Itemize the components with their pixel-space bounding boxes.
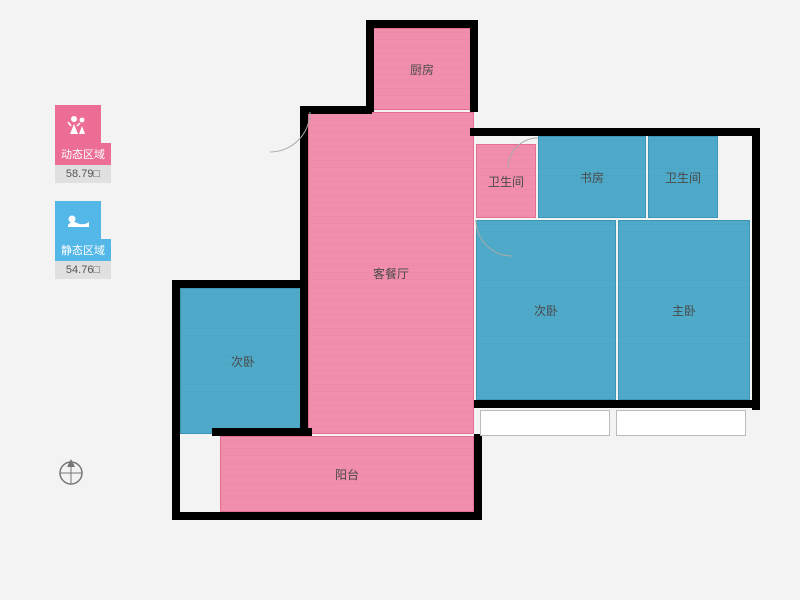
legend-static: 静态区域 54.76□: [55, 201, 111, 279]
room-label: 卫生间: [665, 169, 701, 186]
wall-segment: [172, 280, 306, 288]
room-master: 主卧: [618, 220, 750, 400]
window-strip: [616, 410, 746, 436]
room-kitchen: 厨房: [372, 28, 472, 110]
room-label: 卫生间: [488, 173, 524, 190]
legend-static-label: 静态区域: [55, 239, 111, 261]
wall-segment: [470, 20, 478, 112]
wall-segment: [474, 434, 482, 520]
room-label: 次卧: [231, 353, 255, 370]
room-label: 主卧: [672, 302, 696, 319]
legend-dynamic: 动态区域 58.79□: [55, 105, 111, 183]
room-label: 书房: [580, 169, 604, 186]
room-label: 阳台: [335, 466, 359, 483]
room-label: 次卧: [534, 302, 558, 319]
sleep-icon: [55, 201, 101, 239]
legend-panel: 动态区域 58.79□ 静态区域 54.76□: [55, 105, 111, 297]
wall-segment: [470, 128, 760, 136]
room-bath1: 卫生间: [476, 144, 536, 218]
wall-segment: [366, 20, 478, 28]
room-bedroom3: 次卧: [180, 288, 306, 434]
people-icon: [55, 105, 101, 143]
wall-segment: [300, 106, 308, 286]
wall-segment: [752, 128, 760, 410]
window-strip: [480, 410, 610, 436]
wall-segment: [300, 106, 372, 114]
wall-segment: [212, 428, 312, 436]
wall-segment: [172, 512, 482, 520]
legend-static-value: 54.76□: [55, 261, 111, 279]
room-living: 客餐厅: [308, 112, 474, 434]
room-balcony: 阳台: [220, 436, 474, 512]
legend-dynamic-value: 58.79□: [55, 165, 111, 183]
room-label: 客餐厅: [373, 265, 409, 282]
room-study: 书房: [538, 136, 646, 218]
wall-segment: [300, 280, 308, 436]
wall-segment: [172, 280, 180, 520]
floorplan: 厨房客餐厅卫生间阳台书房卫生间次卧主卧次卧: [170, 20, 760, 560]
wall-segment: [366, 20, 374, 112]
room-bath2: 卫生间: [648, 136, 718, 218]
compass-icon: [55, 455, 87, 492]
wall-segment: [474, 400, 760, 408]
room-label: 厨房: [410, 61, 434, 78]
legend-dynamic-label: 动态区域: [55, 143, 111, 165]
room-bedroom2: 次卧: [476, 220, 616, 400]
